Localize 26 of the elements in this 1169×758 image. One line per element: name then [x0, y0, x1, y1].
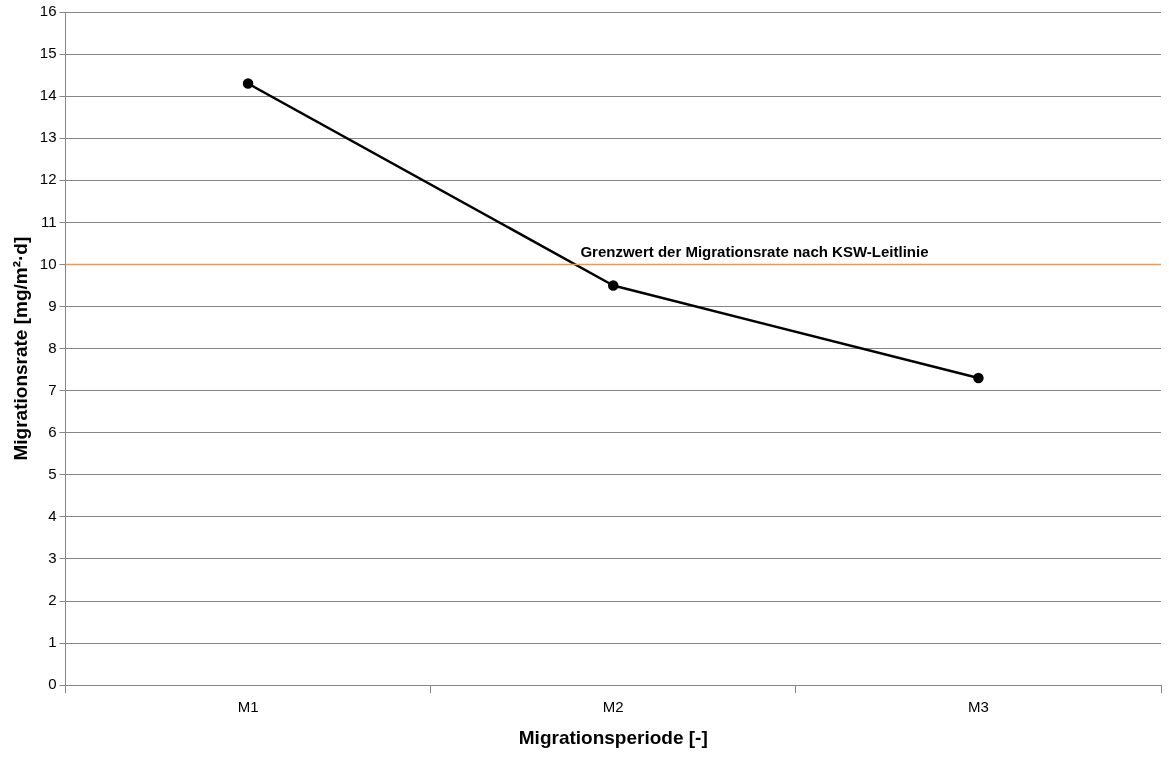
y-tick-label: 12 — [39, 170, 57, 188]
y-tick-label: 6 — [48, 422, 57, 440]
y-tick-label: 0 — [48, 675, 57, 693]
y-tick-label: 5 — [48, 464, 57, 482]
x-tick-label: M3 — [967, 698, 989, 716]
y-tick-label: 13 — [39, 128, 57, 146]
y-tick-label: 2 — [48, 591, 57, 609]
y-tick-label: 4 — [48, 507, 57, 525]
point — [242, 78, 254, 89]
y-tick-label: 9 — [48, 296, 57, 314]
point — [607, 280, 619, 291]
y-tick-label: 16 — [39, 2, 57, 20]
y-tick-label: 1 — [48, 633, 57, 651]
x-tick-label: M1 — [237, 698, 259, 716]
y-tick-label: 3 — [48, 549, 57, 567]
y-tick-label: 7 — [48, 380, 57, 398]
ref-line-label: Grenzwert der Migrationsrate nach KSW-Leitlinie — [580, 243, 929, 261]
y-tick-label: 14 — [39, 86, 57, 104]
x-tick-label: M2 — [602, 698, 624, 716]
y-axis-title: Migrationsrate [mg/m²·d] — [9, 236, 31, 461]
x-axis-title: Migrationsperiode [-] — [518, 726, 708, 748]
y-tick-label: 8 — [48, 338, 57, 356]
point — [973, 372, 984, 384]
y-tick-label: 11 — [40, 212, 57, 230]
y-tick-label: 15 — [39, 44, 57, 62]
y-tick-label: 10 — [39, 254, 57, 272]
